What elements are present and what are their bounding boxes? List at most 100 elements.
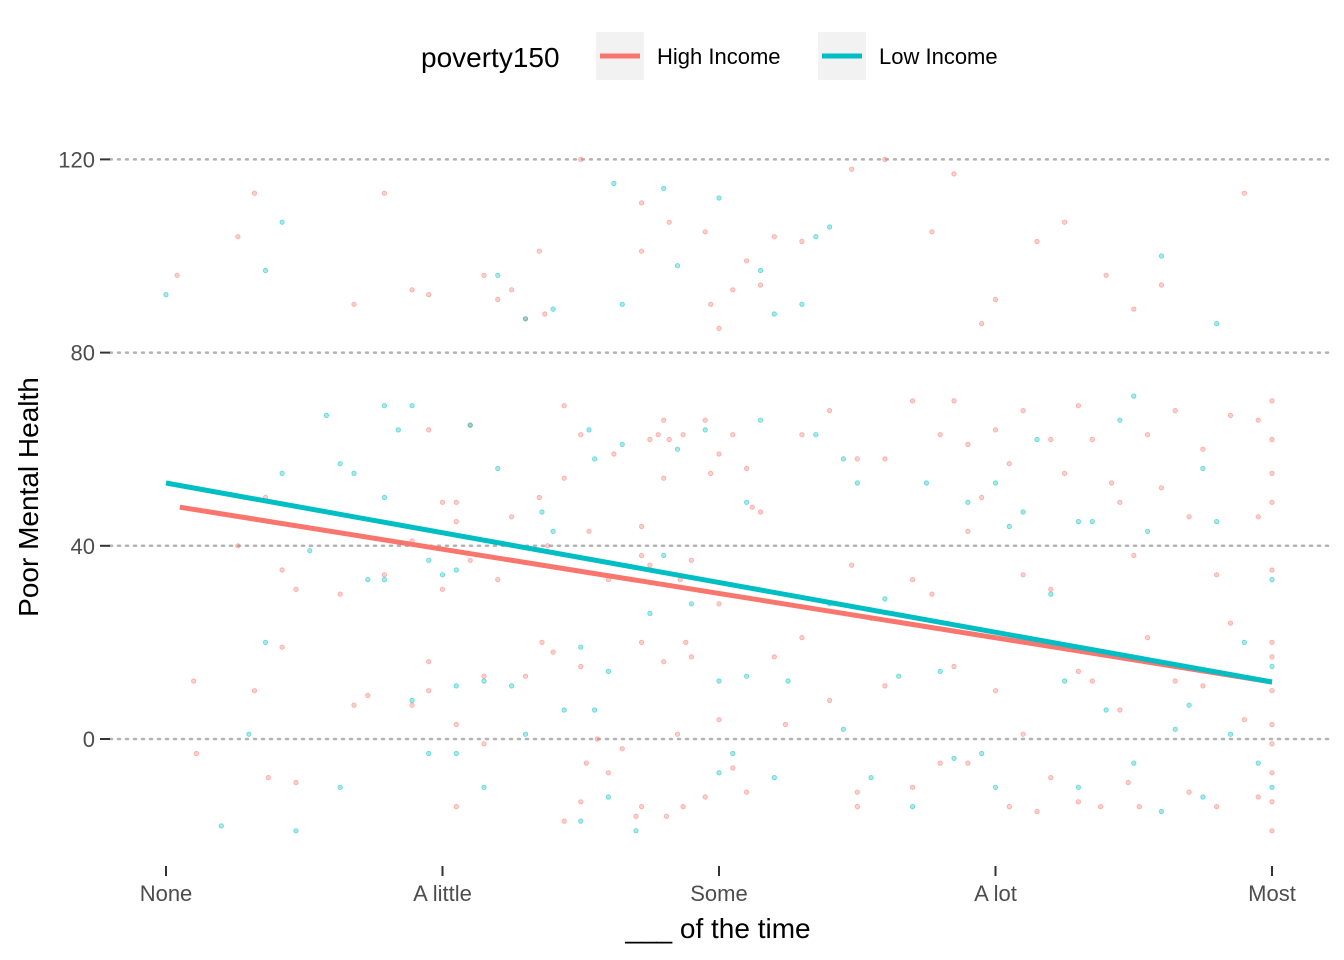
point-high-income-146 (1048, 436, 1054, 443)
x-tick-label-none: None (140, 881, 193, 906)
point-high-income-77 (666, 219, 672, 225)
point-low-income-80 (937, 668, 943, 675)
point-high-income-16 (365, 692, 371, 699)
point-low-income-26 (467, 422, 473, 428)
point-high-income-123 (909, 784, 916, 790)
point-low-income-47 (619, 441, 625, 447)
point-high-income-55 (578, 799, 584, 805)
point-high-income-130 (951, 663, 957, 670)
point-high-income-187 (1269, 499, 1275, 505)
point-high-income-107 (799, 238, 805, 245)
x-axis-ticks: None A little Some A lot Most (140, 866, 1296, 906)
y-tick-label-80: 80 (71, 341, 95, 366)
legend-label-low-income: Low Income (879, 44, 998, 69)
point-high-income-78 (666, 436, 672, 443)
point-low-income-39 (578, 818, 584, 824)
point-low-income-27 (481, 678, 487, 684)
point-high-income-189 (1269, 639, 1275, 646)
point-high-income-50 (561, 475, 567, 481)
point-low-income-89 (1048, 591, 1054, 597)
point-low-income-81 (951, 755, 957, 761)
point-high-income-140 (1006, 803, 1012, 810)
y-tick-label-40: 40 (71, 534, 95, 559)
point-high-income-169 (1172, 407, 1178, 414)
point-high-income-192 (1269, 721, 1275, 728)
point-low-income-99 (1158, 253, 1165, 259)
point-high-income-181 (1255, 417, 1261, 423)
point-low-income-103 (1200, 465, 1206, 472)
point-high-income-72 (655, 432, 661, 438)
point-low-income-75 (868, 774, 874, 781)
point-low-income-77 (896, 673, 902, 679)
point-high-income-62 (619, 746, 625, 752)
point-high-income-163 (1131, 552, 1137, 559)
point-high-income-171 (1186, 514, 1192, 520)
point-high-income-103 (757, 509, 764, 515)
point-high-income-87 (702, 417, 708, 423)
point-high-income-109 (799, 634, 805, 641)
point-high-income-14 (351, 301, 357, 307)
point-low-income-25 (453, 750, 459, 757)
point-high-income-120 (882, 683, 888, 689)
point-high-income-193 (1269, 741, 1275, 747)
point-low-income-37 (561, 707, 567, 713)
point-high-income-0 (174, 272, 180, 278)
point-high-income-85 (688, 654, 695, 660)
point-high-income-113 (849, 562, 855, 568)
point-high-income-165 (1145, 432, 1151, 438)
point-high-income-27 (439, 586, 446, 592)
point-low-income-74 (854, 480, 860, 486)
x-axis-title: ___ of the time (624, 913, 810, 944)
point-low-income-66 (785, 678, 791, 684)
point-high-income-104 (771, 234, 777, 240)
point-low-income-65 (771, 774, 777, 781)
point-high-income-15 (351, 702, 357, 708)
point-high-income-1 (191, 678, 197, 684)
point-high-income-39 (508, 287, 515, 293)
point-high-income-28 (453, 499, 459, 505)
point-low-income-62 (757, 267, 764, 274)
point-high-income-61 (611, 451, 617, 457)
point-high-income-40 (508, 514, 515, 520)
point-low-income-13 (365, 576, 371, 583)
point-low-income-44 (605, 794, 612, 800)
fit-line-high-income (179, 504, 1273, 685)
point-high-income-154 (1089, 436, 1095, 443)
point-low-income-88 (1034, 436, 1040, 443)
point-low-income-64 (771, 311, 777, 317)
point-high-income-166 (1145, 634, 1151, 641)
point-high-income-88 (702, 794, 708, 800)
point-high-income-31 (453, 803, 459, 810)
point-high-income-102 (757, 282, 764, 288)
point-low-income-101 (1172, 726, 1178, 732)
point-low-income-59 (730, 750, 736, 757)
point-low-income-72 (840, 456, 847, 462)
y-axis-ticks: 0 40 80 120 (58, 147, 110, 752)
point-high-income-76 (663, 813, 670, 819)
point-low-income-14 (381, 403, 387, 409)
point-low-income-35 (550, 306, 556, 312)
point-high-income-125 (929, 591, 935, 597)
point-low-income-11 (337, 461, 343, 467)
point-high-income-2 (193, 750, 199, 757)
point-low-income-51 (661, 552, 667, 559)
point-high-income-184 (1269, 398, 1275, 404)
point-high-income-115 (854, 789, 860, 795)
point-high-income-160 (1117, 707, 1123, 713)
point-low-income-7 (293, 828, 299, 834)
point-high-income-172 (1186, 789, 1192, 795)
legend-label-high-income: High Income (657, 44, 781, 69)
point-high-income-155 (1089, 678, 1095, 684)
point-low-income-76 (882, 596, 888, 602)
point-high-income-91 (716, 325, 722, 331)
point-high-income-132 (965, 528, 971, 534)
point-low-income-46 (619, 301, 625, 307)
point-low-income-38 (578, 644, 584, 650)
point-low-income-111 (1269, 663, 1275, 670)
point-high-income-44 (536, 494, 542, 501)
point-high-income-167 (1158, 282, 1165, 288)
point-high-income-25 (426, 688, 432, 694)
point-high-income-105 (771, 654, 777, 660)
point-low-income-0 (163, 291, 169, 298)
point-high-income-68 (638, 639, 645, 646)
